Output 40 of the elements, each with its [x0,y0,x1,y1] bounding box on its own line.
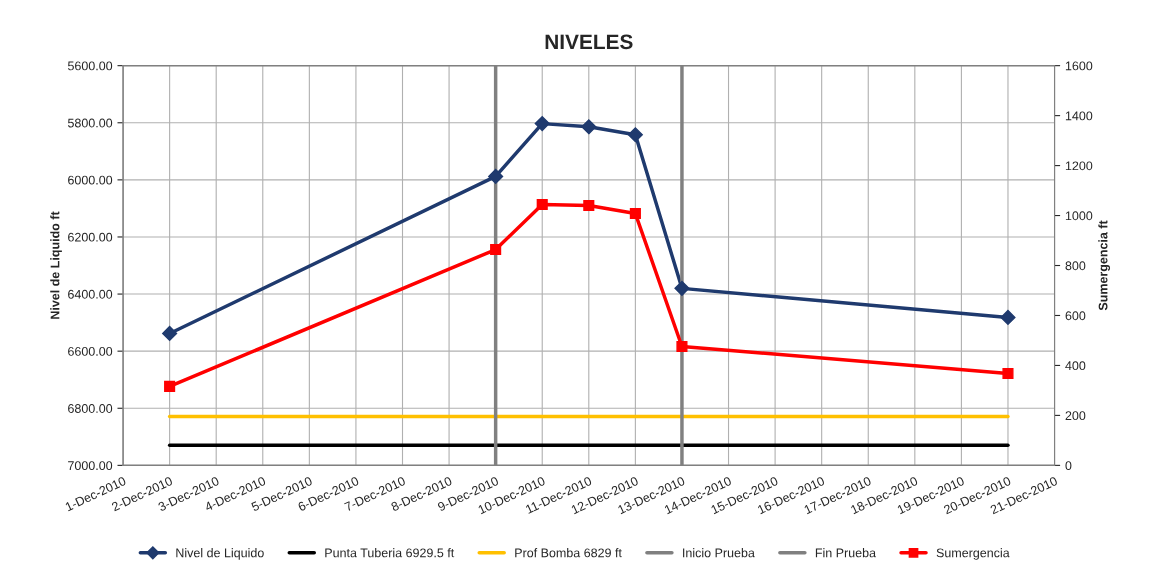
y2-tick-label: 200 [1065,411,1086,421]
y-tick-label: 6800.00 [68,404,113,413]
legend-label: Punta Tuberia 6929.5 ft [325,548,455,558]
y2-tick-label: 1400 [1065,111,1093,121]
legend-label: Fin Prueba [815,548,877,558]
y-tick-label: 5600.00 [67,61,113,71]
y2-tick-label: 0 [1065,461,1072,471]
point [490,243,502,256]
point [536,199,548,211]
y2-tick-label: 800 [1065,261,1086,271]
point [1002,367,1014,379]
point [534,116,550,132]
legend-label: Prof Bomba 6829 ft [515,548,622,558]
y-tick-label: 6200.00 [68,232,113,242]
chart-title: NIVELES [545,34,633,50]
y2-tick-label: 1000 [1065,211,1093,221]
y2-axis-title: Sumergencia ft [1098,220,1111,311]
point [488,168,504,185]
point [629,207,641,220]
point [162,325,178,342]
y2-tick-label: 400 [1065,361,1086,371]
y2-tick-label: 1200 [1065,161,1093,171]
legend-label: Sumergencia [936,548,1010,560]
y-tick-label: 6400.00 [68,289,113,299]
y-tick-label: 6600.00 [68,346,113,356]
point [581,119,597,135]
point [674,280,690,296]
y2-tick-label: 600 [1065,311,1086,321]
point [676,340,688,353]
legend-label: Inicio Prueba [683,548,755,558]
y-axis-title: Nivel de Liquido ft [50,211,62,319]
point [627,127,643,143]
y2-tick-label: 1600 [1065,61,1093,71]
y-tick-label: 7000.00 [68,461,113,471]
point [583,200,595,212]
y-tick-label: 5800.00 [67,118,113,128]
legend-label: Nivel de Liquido [176,548,264,560]
y-tick-label: 6000.00 [68,175,113,185]
point [164,380,176,392]
point [1000,309,1016,326]
